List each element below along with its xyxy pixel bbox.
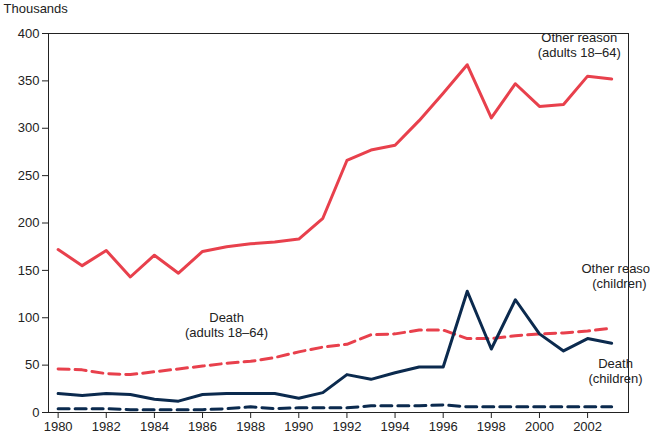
svg-text:1982: 1982	[92, 419, 121, 434]
svg-text:250: 250	[18, 168, 40, 183]
svg-text:1984: 1984	[140, 419, 169, 434]
svg-text:1988: 1988	[236, 419, 265, 434]
svg-text:Other reason(children): Other reason(children)	[581, 261, 650, 291]
svg-text:150: 150	[18, 263, 40, 278]
svg-text:Other reason(adults 18–64): Other reason(adults 18–64)	[538, 30, 621, 60]
svg-text:1980: 1980	[44, 419, 73, 434]
svg-text:1998: 1998	[477, 419, 506, 434]
svg-text:2000: 2000	[525, 419, 554, 434]
svg-text:Thousands: Thousands	[4, 1, 69, 16]
svg-text:Death(children): Death(children)	[588, 356, 642, 386]
svg-text:2002: 2002	[573, 419, 602, 434]
svg-text:Death(adults 18–64): Death(adults 18–64)	[185, 310, 268, 340]
svg-text:1994: 1994	[381, 419, 410, 434]
svg-text:350: 350	[18, 73, 40, 88]
svg-text:1986: 1986	[188, 419, 217, 434]
svg-text:100: 100	[18, 310, 40, 325]
svg-text:200: 200	[18, 215, 40, 230]
svg-text:1992: 1992	[332, 419, 361, 434]
svg-text:0: 0	[32, 405, 39, 420]
svg-text:400: 400	[18, 26, 40, 41]
svg-text:1996: 1996	[429, 419, 458, 434]
svg-text:1990: 1990	[284, 419, 313, 434]
svg-text:50: 50	[25, 357, 39, 372]
svg-text:300: 300	[18, 120, 40, 135]
